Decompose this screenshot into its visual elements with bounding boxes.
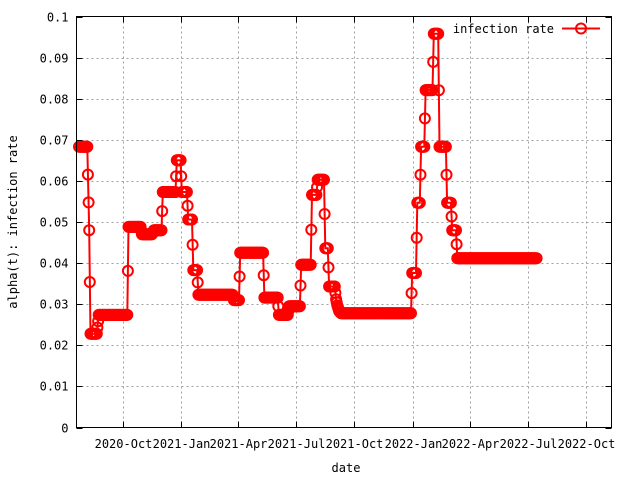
data-point <box>175 170 188 183</box>
data-point <box>293 300 306 313</box>
y-tick-label: 0.09 <box>40 52 69 66</box>
y-tick-label: 0.01 <box>40 380 69 394</box>
data-point <box>155 224 168 237</box>
data-point <box>304 258 317 271</box>
series-infection-rate <box>73 27 543 340</box>
data-point <box>91 321 104 334</box>
data-point <box>233 294 245 307</box>
data-point <box>310 188 323 201</box>
data-point <box>81 168 94 181</box>
x-tick-label: 2021-Oct <box>326 437 384 451</box>
legend-marker <box>575 22 587 35</box>
y-tick-label: 0.05 <box>40 216 69 230</box>
data-point <box>121 308 134 321</box>
y-tick-label: 0.04 <box>40 257 69 271</box>
data-point <box>257 246 270 259</box>
data-point <box>180 186 193 198</box>
data-point <box>450 224 462 237</box>
data-point <box>156 205 169 218</box>
x-tick-label: 2022-Oct <box>558 437 616 451</box>
data-point <box>257 269 270 282</box>
data-point <box>90 327 103 340</box>
x-tick-label: 2022-Jul <box>500 437 558 451</box>
legend-label: infection rate <box>453 22 554 36</box>
data-point <box>174 154 187 167</box>
data-point <box>321 242 334 255</box>
x-axis-label: date <box>332 461 361 475</box>
data-point <box>405 287 418 300</box>
data-point <box>82 196 95 209</box>
data-point <box>322 261 335 274</box>
data-point <box>170 170 183 183</box>
data-point <box>418 112 431 125</box>
y-axis-label: alpha(t): infection rate <box>6 135 20 308</box>
data-point <box>83 224 96 237</box>
data-point <box>445 210 458 223</box>
data-point <box>444 196 457 209</box>
x-tick-label: 2022-Jan <box>385 437 443 451</box>
data-point <box>440 168 453 181</box>
legend: infection rate <box>453 22 600 36</box>
y-tick-label: 0.02 <box>40 339 69 353</box>
y-tick-label: 0.06 <box>40 175 69 189</box>
data-point <box>191 276 204 289</box>
data-point <box>186 238 199 251</box>
data-point <box>432 27 445 40</box>
data-point <box>328 280 341 293</box>
data-point <box>81 140 94 153</box>
data-point <box>181 199 194 212</box>
data-point <box>450 238 463 251</box>
x-tick-label: 2021-Jan <box>153 437 211 451</box>
data-point <box>414 168 427 181</box>
x-tick-label: 2021-Jul <box>268 437 326 451</box>
data-point <box>83 276 96 288</box>
data-point <box>530 252 543 265</box>
data-point <box>121 264 134 277</box>
y-tick-label: 0.07 <box>40 134 69 148</box>
y-tick-label: 0 <box>61 422 68 436</box>
data-point <box>410 267 422 279</box>
data-point <box>191 264 204 277</box>
x-tick-label: 2021-Apr <box>210 437 268 451</box>
data-point <box>439 140 452 153</box>
axis-ticks: 0 0.01 0.02 0.03 0.04 0.05 0.06 0.07 0.08 0.09 0.1… <box>40 11 616 452</box>
data-point <box>405 307 417 320</box>
data-point <box>233 270 246 283</box>
data-point <box>427 55 440 68</box>
gridlines <box>76 16 612 428</box>
data-point <box>426 84 439 97</box>
data-point <box>271 291 284 304</box>
y-tick-label: 0.03 <box>40 298 69 312</box>
y-tick-label: 0.08 <box>40 93 69 107</box>
data-point <box>413 196 426 209</box>
x-tick-label: 2020-Oct <box>95 437 153 451</box>
data-point <box>410 231 423 244</box>
x-tick-label: 2022-Apr <box>442 437 500 451</box>
data-point <box>294 279 307 292</box>
data-point <box>318 173 330 186</box>
y-tick-label: 0.1 <box>47 11 69 25</box>
data-point <box>305 223 318 236</box>
data-point <box>186 213 198 226</box>
data-point <box>418 140 431 153</box>
data-point <box>432 84 445 97</box>
series-line <box>79 32 537 335</box>
data-point <box>318 208 331 220</box>
